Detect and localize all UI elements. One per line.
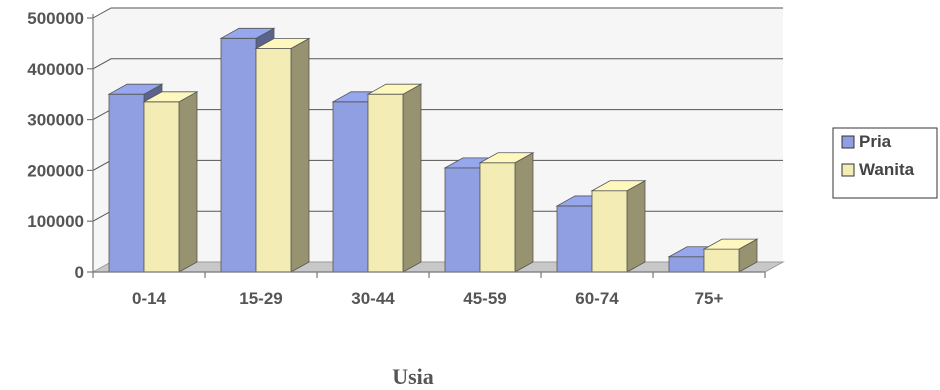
bar-top — [702, 238, 759, 250]
y-tick-label: 500000 — [27, 9, 84, 28]
bar-front — [556, 205, 593, 273]
x-tick-label: 0-14 — [132, 289, 167, 308]
x-tick-label: 45-59 — [463, 289, 506, 308]
bar-side — [290, 37, 310, 273]
x-axis-title: Usia — [392, 364, 434, 389]
bar-front — [220, 37, 257, 273]
bar-side — [402, 83, 422, 273]
y-tick-label: 0 — [75, 263, 84, 282]
bar-top — [107, 83, 164, 95]
bar-side — [178, 91, 198, 273]
axes — [87, 14, 766, 278]
bar-front — [367, 93, 404, 273]
bar-top — [142, 91, 199, 103]
y-tick-label: 300000 — [27, 111, 84, 130]
x-tick-label: 75+ — [695, 289, 724, 308]
x-tick-labels: 0-14 15-29 30-44 45-59 60-74 75+ — [132, 289, 724, 308]
bar-front — [255, 48, 292, 273]
y-tick-label: 400000 — [27, 60, 84, 79]
legend-swatch-pria — [841, 135, 855, 149]
legend: Pria Wanita — [832, 127, 938, 199]
bar-wanita-30-44 — [366, 83, 423, 273]
bar-top — [219, 27, 276, 39]
bar-wanita-15-29 — [254, 37, 311, 273]
x-tick-label: 30-44 — [351, 289, 395, 308]
bars — [107, 27, 759, 273]
legend-swatch-wanita — [841, 163, 855, 177]
bar-front — [108, 93, 145, 273]
y-tick-labels: 500000 400000 300000 200000 100000 0 — [27, 9, 84, 282]
legend-label-wanita: Wanita — [859, 160, 915, 179]
bar-front — [444, 167, 481, 273]
y-tick-label: 100000 — [27, 212, 84, 231]
bar-front — [332, 101, 369, 273]
gridline — [92, 7, 783, 19]
gridline — [92, 58, 783, 70]
bar-wanita-60-74 — [590, 180, 647, 273]
bar-front — [591, 190, 628, 273]
bar-top — [478, 152, 535, 164]
legend-label-pria: Pria — [859, 132, 892, 151]
x-tick-label: 15-29 — [239, 289, 282, 308]
bar-front — [703, 248, 740, 273]
bar-wanita-75+ — [702, 238, 759, 273]
bar-front — [668, 256, 705, 273]
bar-top — [366, 83, 423, 95]
bar-side — [514, 152, 534, 273]
bar-top — [254, 38, 311, 49]
y-tick-label: 200000 — [27, 161, 84, 180]
bar-wanita-45-59 — [478, 152, 535, 273]
x-tick-label: 60-74 — [575, 289, 619, 308]
bar-front — [143, 101, 180, 273]
bar-side — [626, 180, 646, 273]
bar-top — [590, 180, 647, 192]
bar-front — [479, 162, 516, 273]
bar-wanita-0-14 — [142, 91, 199, 273]
